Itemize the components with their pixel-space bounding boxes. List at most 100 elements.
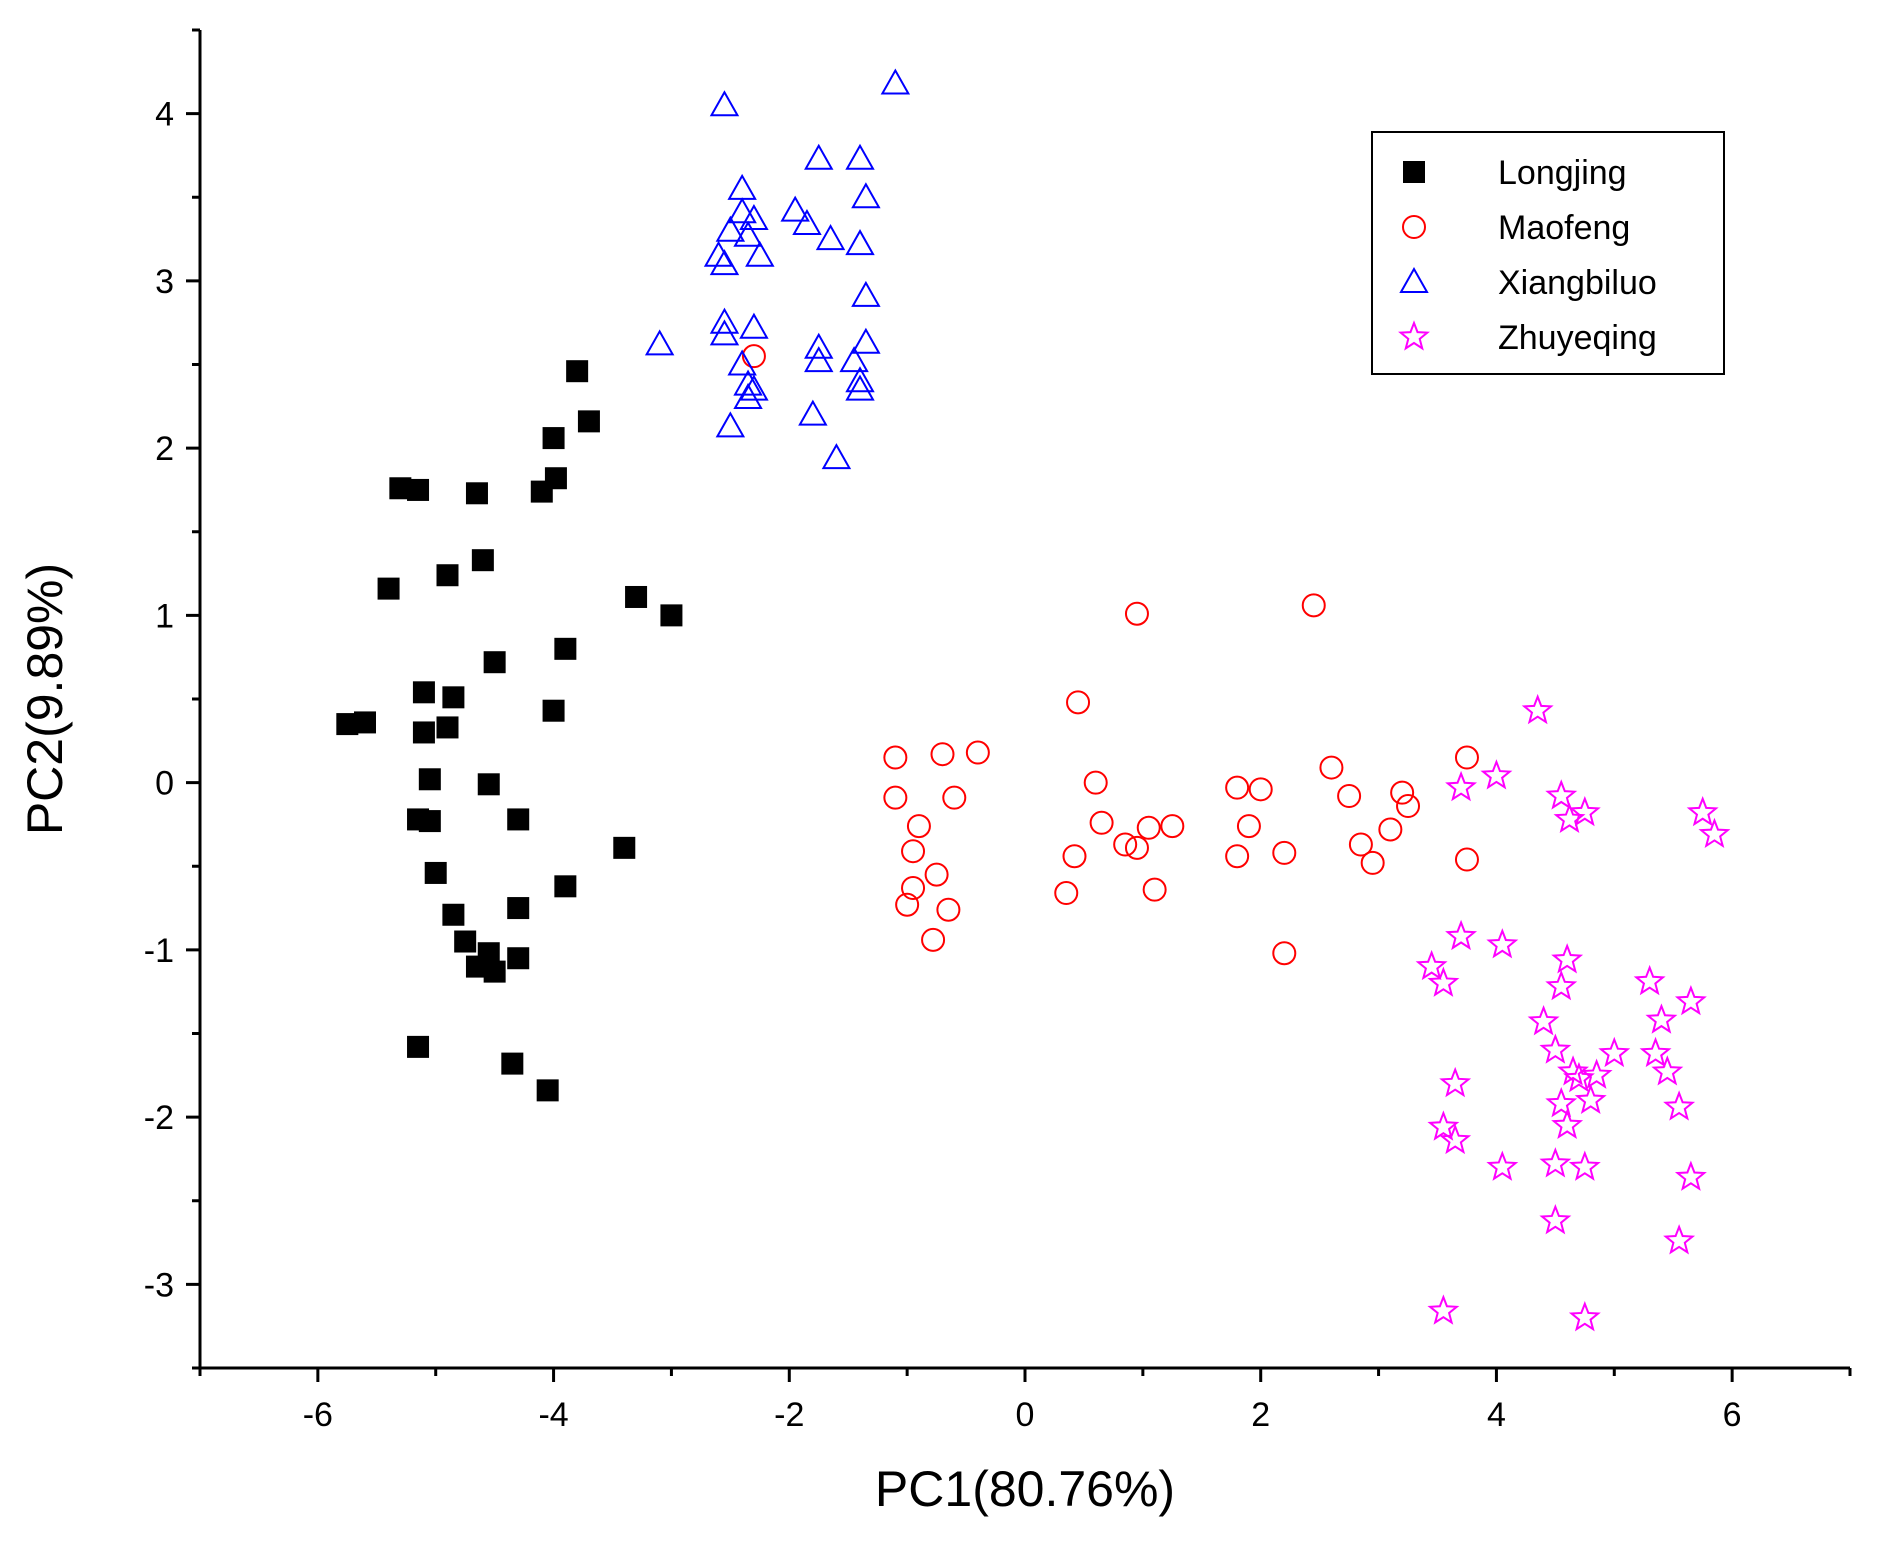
data-point-longjing xyxy=(389,477,412,500)
data-point-zhuyeqing xyxy=(1698,817,1731,849)
data-point-xiangbiluo xyxy=(733,382,763,409)
x-tick-label: -2 xyxy=(774,1396,804,1434)
y-tick-label: -2 xyxy=(144,1099,174,1137)
data-point-longjing xyxy=(477,773,500,796)
data-point-zhuyeqing xyxy=(1568,795,1601,827)
x-tick-label: -4 xyxy=(538,1396,568,1434)
legend-label: Maofeng xyxy=(1498,209,1630,247)
data-point-xiangbiluo xyxy=(845,143,875,170)
data-point-zhuyeqing xyxy=(1674,984,1707,1016)
data-point-zhuyeqing xyxy=(1539,1204,1572,1235)
y-tick-label: -1 xyxy=(144,932,174,970)
data-point-xiangbiluo xyxy=(709,90,740,117)
legend-marker-zhuyeqing xyxy=(1398,320,1430,351)
data-point-maofeng xyxy=(1225,775,1250,800)
data-point-zhuyeqing xyxy=(1674,1160,1707,1191)
data-point-zhuyeqing xyxy=(1568,1301,1601,1332)
data-point-maofeng xyxy=(1301,593,1326,618)
data-point-zhuyeqing xyxy=(1521,693,1554,725)
data-point-longjing xyxy=(465,955,488,978)
data-point-longjing xyxy=(542,699,565,722)
data-point-xiangbiluo xyxy=(715,411,746,438)
data-point-xiangbiluo xyxy=(815,224,846,251)
data-point-longjing xyxy=(377,577,400,600)
data-point-xiangbiluo xyxy=(845,374,875,401)
legend: Longjing Maofeng Xiangbiluo Zhuyeqing xyxy=(1371,131,1725,375)
axes-group: -6 -4 -2 0 2 4 6 -3 -2 -1 0 1 2 3 4 xyxy=(144,28,1852,1434)
data-point-zhuyeqing xyxy=(1557,1055,1589,1086)
legend-label: Zhuyeqing xyxy=(1498,319,1657,357)
data-point-longjing xyxy=(507,947,530,970)
data-point-maofeng xyxy=(1337,784,1362,809)
y-axis-title: PC2(9.89%) xyxy=(17,563,73,835)
data-point-maofeng xyxy=(1272,941,1297,966)
x-tick-label: 6 xyxy=(1723,1396,1742,1434)
data-point-maofeng xyxy=(1062,844,1087,869)
data-point-xiangbiluo xyxy=(845,229,875,256)
data-point-maofeng xyxy=(883,785,908,810)
data-point-zhuyeqing xyxy=(1486,1150,1519,1181)
data-point-maofeng xyxy=(1396,794,1421,819)
data-point-longjing xyxy=(536,1079,559,1102)
data-point-maofeng xyxy=(1248,777,1273,802)
data-point-zhuyeqing xyxy=(1663,1090,1696,1121)
x-tick-label: 0 xyxy=(1016,1396,1035,1434)
data-point-longjing xyxy=(501,1052,524,1075)
y-tick-label: 1 xyxy=(155,597,174,635)
x-axis-title: PC1(80.76%) xyxy=(875,1461,1175,1517)
data-point-zhuyeqing xyxy=(1551,943,1584,974)
data-point-maofeng xyxy=(901,875,926,900)
data-point-xiangbiluo xyxy=(804,143,834,170)
data-point-zhuyeqing xyxy=(1686,795,1719,827)
data-point-zhuyeqing xyxy=(1580,1058,1613,1089)
x-tick-label: 2 xyxy=(1251,1396,1270,1434)
data-point-maofeng xyxy=(942,785,967,810)
data-point-zhuyeqing xyxy=(1445,770,1478,802)
data-point-xiangbiluo xyxy=(798,399,828,426)
data-point-xiangbiluo xyxy=(644,329,675,356)
data-point-xiangbiluo xyxy=(880,68,911,95)
data-point-longjing xyxy=(660,604,683,627)
data-point-maofeng xyxy=(1113,832,1138,857)
data-point-zhuyeqing xyxy=(1439,1066,1472,1098)
data-point-maofeng xyxy=(1136,815,1161,840)
data-point-xiangbiluo xyxy=(703,240,734,267)
series-zhuyeqing xyxy=(1415,693,1731,1332)
data-point-zhuyeqing xyxy=(1486,928,1519,959)
data-point-longjing xyxy=(566,360,589,383)
data-point-zhuyeqing xyxy=(1545,779,1578,810)
legend-item: Zhuyeqing xyxy=(1398,319,1657,357)
data-point-longjing xyxy=(436,716,459,739)
data-point-zhuyeqing xyxy=(1445,919,1478,951)
data-point-longjing xyxy=(554,637,577,660)
data-point-xiangbiluo xyxy=(709,319,740,346)
data-point-maofeng xyxy=(1378,817,1403,842)
data-point-longjing xyxy=(454,930,477,953)
data-point-xiangbiluo xyxy=(733,369,763,396)
data-point-maofeng xyxy=(741,344,766,369)
data-point-zhuyeqing xyxy=(1427,966,1460,997)
data-point-longjing xyxy=(471,549,494,572)
data-point-maofeng xyxy=(1124,601,1149,626)
data-point-longjing xyxy=(465,482,488,505)
data-point-xiangbiluo xyxy=(709,249,740,276)
data-point-zhuyeqing xyxy=(1427,1110,1460,1141)
data-point-maofeng xyxy=(1454,847,1479,872)
data-point-maofeng xyxy=(1160,814,1185,839)
points-group xyxy=(336,68,1731,1332)
data-point-zhuyeqing xyxy=(1415,949,1448,981)
data-point-maofeng xyxy=(1454,745,1479,770)
y-tick-label: -3 xyxy=(144,1266,174,1304)
data-point-xiangbiluo xyxy=(739,203,769,230)
data-point-longjing xyxy=(483,651,506,674)
x-tick-label: -6 xyxy=(303,1396,333,1434)
data-point-longjing xyxy=(554,875,577,898)
data-point-zhuyeqing xyxy=(1545,1086,1578,1118)
data-point-zhuyeqing xyxy=(1645,1003,1678,1034)
series-xiangbiluo xyxy=(644,68,911,470)
data-point-zhuyeqing xyxy=(1639,1036,1672,1068)
data-point-longjing xyxy=(436,564,459,587)
data-point-longjing xyxy=(442,903,465,926)
